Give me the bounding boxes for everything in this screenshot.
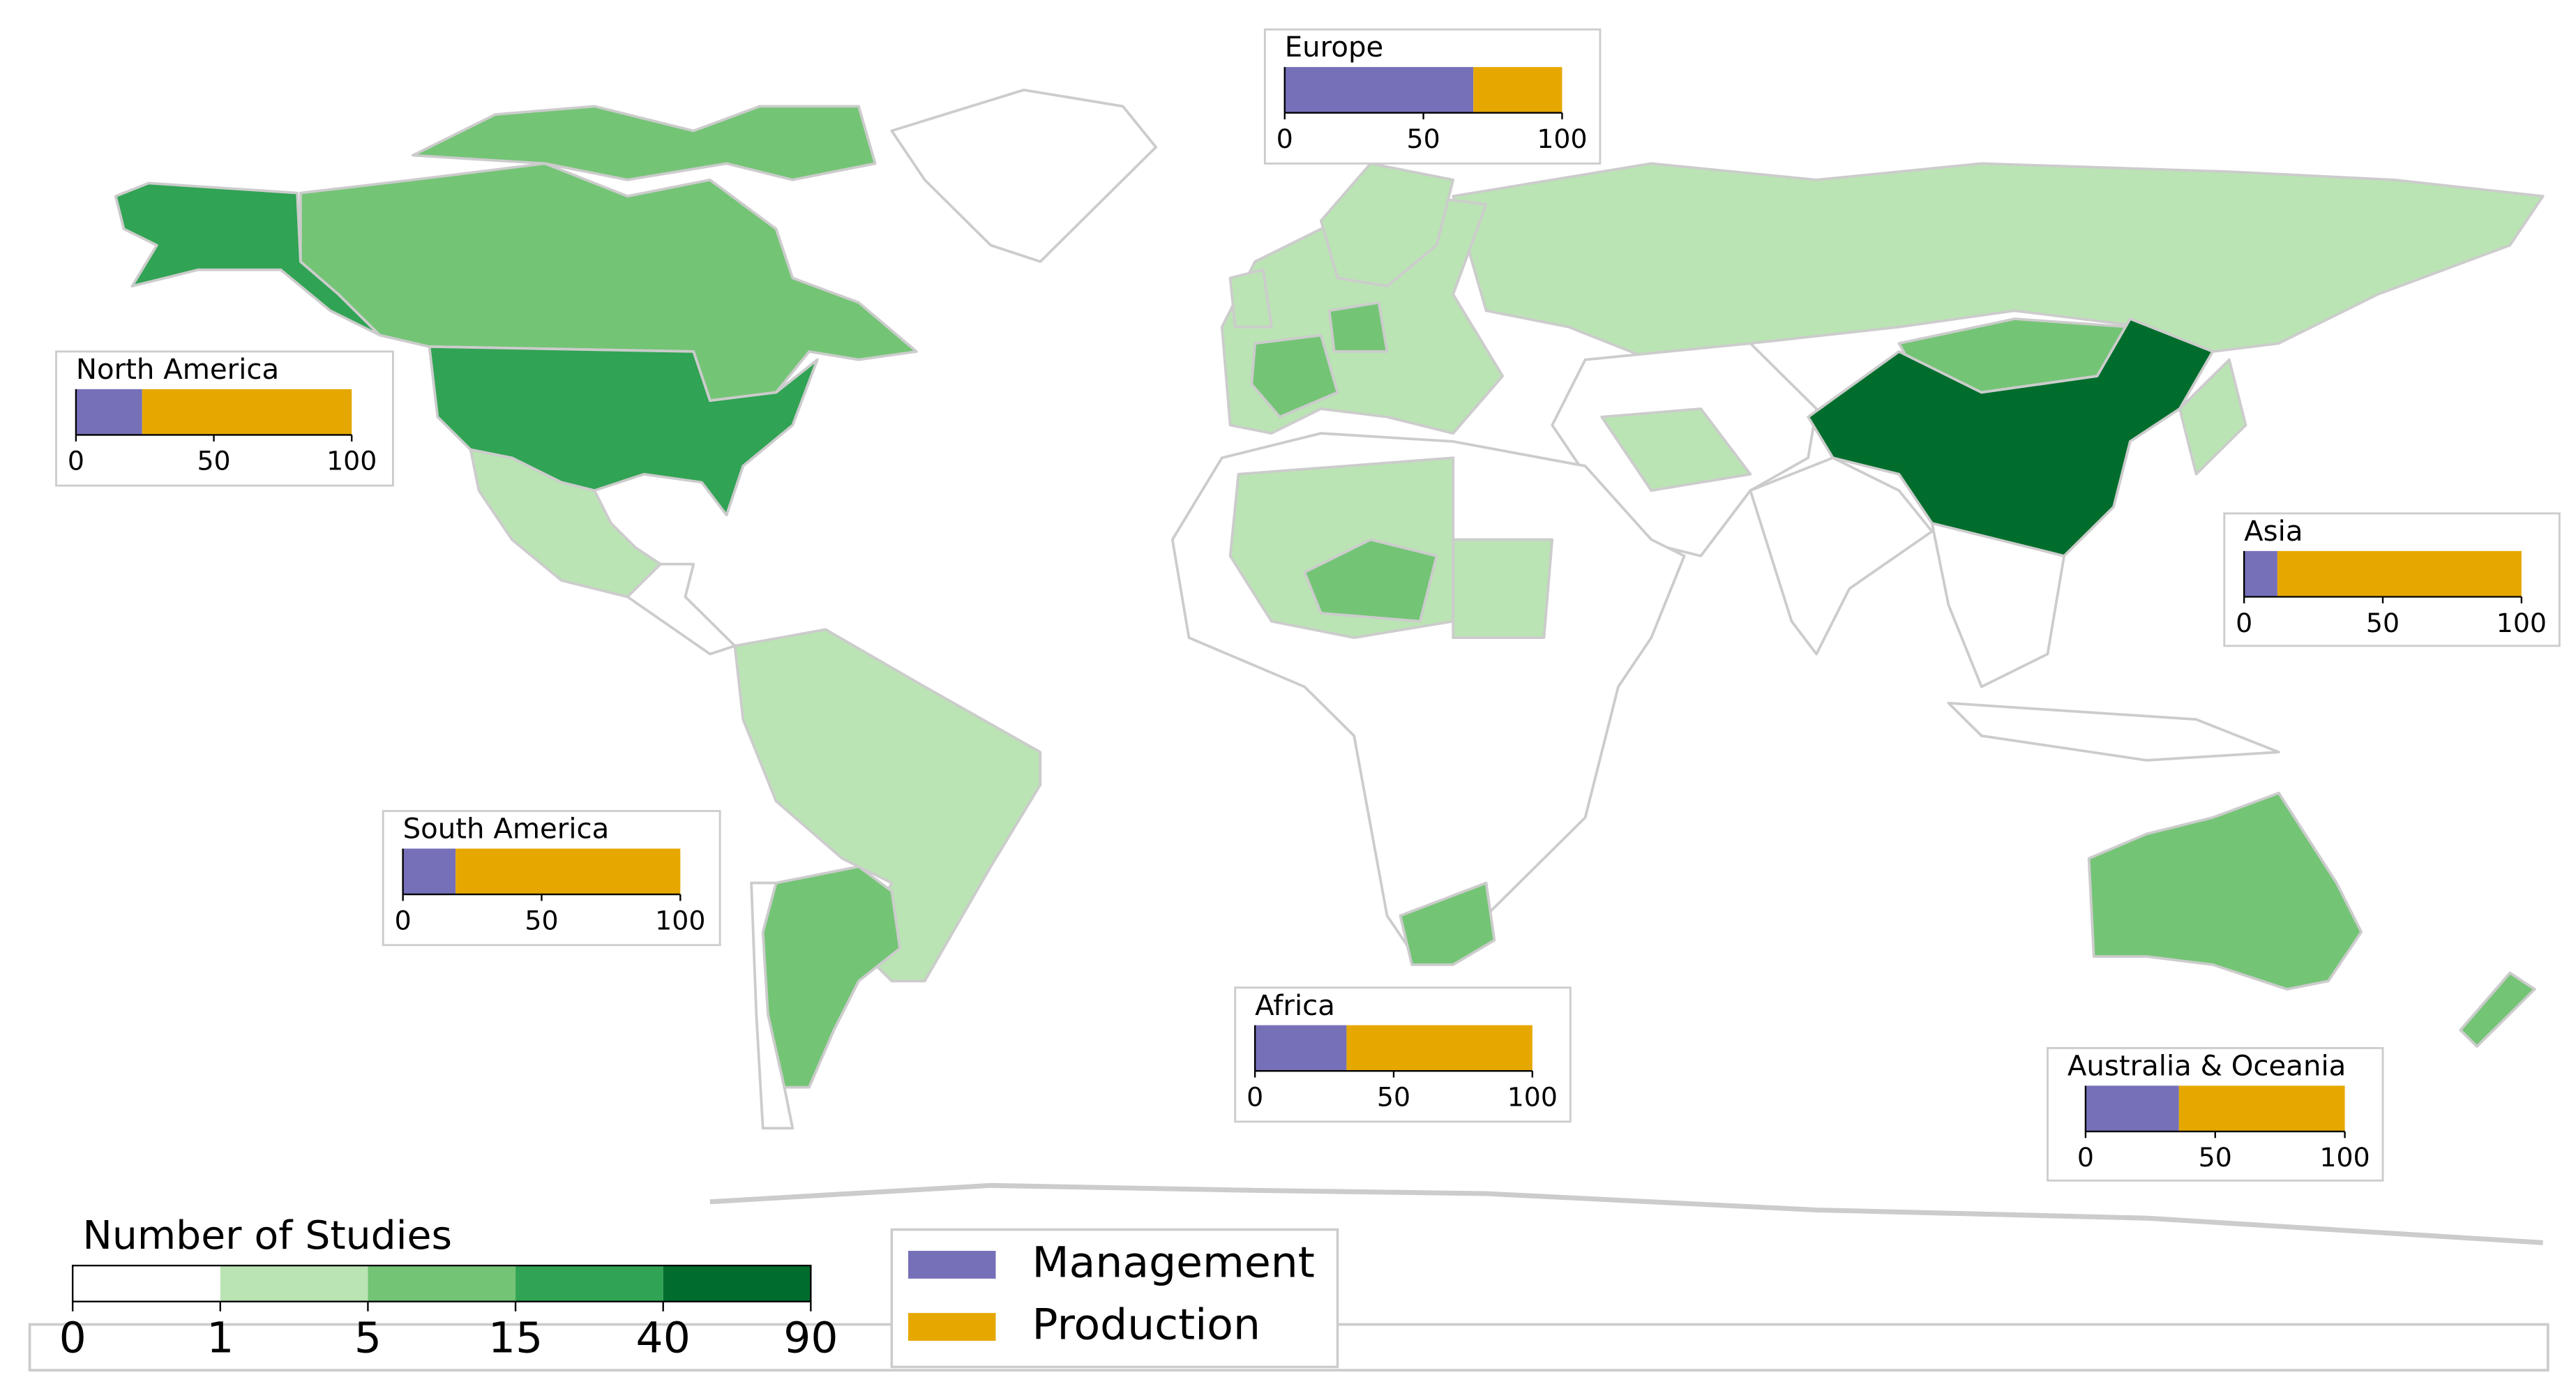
- bar-segment: [1346, 1025, 1532, 1072]
- colorbar-outline: [71, 1264, 812, 1302]
- x-tick-label: 50: [2199, 1142, 2232, 1173]
- greenland: [890, 89, 1158, 263]
- colorbar-segment: [368, 1265, 516, 1302]
- central-america: [626, 562, 737, 656]
- inset-title: Africa: [1255, 990, 1335, 1022]
- sudan: [1452, 538, 1554, 639]
- inset-title: North America: [76, 354, 279, 386]
- x-tick-label: 0: [1246, 1082, 1263, 1113]
- x-tick-label: 50: [197, 446, 230, 476]
- x-tick-label: 50: [2366, 608, 2400, 638]
- bar-segment: [402, 848, 456, 895]
- new-zealand: [2459, 971, 2536, 1048]
- legend-swatch: [908, 1313, 996, 1341]
- x-tick-label: 0: [1276, 123, 1293, 154]
- inset-title: Europe: [1285, 31, 1383, 63]
- iran: [1600, 407, 1752, 493]
- antarctica: [709, 1182, 2543, 1245]
- x-tick-label: 0: [68, 446, 84, 476]
- legend-label: Production: [1032, 1300, 1260, 1350]
- australia: [2087, 791, 2363, 991]
- inset-chart: Europe 0 50 100: [1263, 28, 1602, 165]
- bar-segment: [75, 389, 142, 435]
- colorbar-tick-label: 1: [206, 1314, 234, 1363]
- colorbar-tick-label: 0: [59, 1314, 86, 1363]
- bar-segment: [1255, 1025, 1347, 1072]
- x-tick-label: 50: [1407, 123, 1440, 154]
- x-tick-label: 100: [655, 905, 705, 936]
- x-tick-label: 0: [2077, 1142, 2094, 1173]
- south-america-north: [733, 628, 1042, 983]
- bar-segment: [2277, 550, 2522, 597]
- inset-chart: Australia & Oceania 0 50 100: [2047, 1047, 2384, 1182]
- bar-segment: [1473, 67, 1562, 113]
- bar-segment: [1284, 67, 1474, 113]
- legend-swatch: [908, 1251, 996, 1279]
- inset-chart: Africa 0 50 100: [1234, 986, 1572, 1123]
- colorbar-tick-label: 15: [488, 1314, 543, 1363]
- inset-chart: North America 0 50 100: [55, 350, 394, 487]
- alaska: [114, 181, 382, 337]
- colorbar-tick-label: 90: [783, 1314, 838, 1363]
- x-tick-label: 100: [2319, 1142, 2370, 1173]
- arctic-islands: [411, 105, 877, 181]
- x-tick-label: 100: [326, 446, 377, 476]
- inset-title: South America: [403, 813, 610, 845]
- uk: [1228, 268, 1273, 329]
- bar-segment: [455, 848, 681, 895]
- colorbar: Number of Studies 0 1 5 15 40 90: [59, 1213, 838, 1362]
- france: [1250, 333, 1339, 419]
- x-tick-label: 0: [2236, 608, 2252, 638]
- south-africa: [1399, 881, 1496, 966]
- canada: [299, 162, 918, 403]
- colorbar-tick-label: 5: [354, 1314, 382, 1363]
- niger: [1303, 538, 1438, 623]
- x-tick-label: 100: [2496, 608, 2547, 638]
- world-map: [28, 89, 2549, 1372]
- x-tick-label: 100: [1507, 1082, 1558, 1113]
- bar-segment: [2178, 1085, 2345, 1132]
- mexico: [469, 448, 662, 599]
- colorbar-title: Number of Studies: [82, 1213, 452, 1258]
- x-tick-label: 0: [395, 905, 412, 936]
- argentina: [761, 865, 902, 1089]
- colorbar-segment: [73, 1265, 220, 1302]
- x-tick-label: 100: [1537, 123, 1587, 154]
- bar-segment: [142, 389, 352, 435]
- colorbar-segment: [515, 1265, 663, 1302]
- bar-segment: [2085, 1085, 2179, 1132]
- japan: [2178, 358, 2247, 476]
- legend: Management Production: [890, 1228, 1339, 1369]
- legend-label: Management: [1032, 1238, 1315, 1288]
- colorbar-segment: [220, 1265, 368, 1302]
- china: [1807, 317, 2215, 566]
- colorbar-segment: [663, 1265, 811, 1302]
- inset-charts: Europe 0 50 100 North America 0 50 100 Asia 0 50 10…: [55, 28, 2561, 1182]
- indonesia: [1947, 701, 2280, 762]
- colorbar-tick-label: 40: [636, 1314, 691, 1363]
- india: [1749, 456, 1934, 656]
- germany: [1327, 301, 1389, 353]
- inset-title: Asia: [2244, 516, 2303, 548]
- inset-chart: South America 0 50 100: [382, 810, 721, 947]
- x-tick-label: 50: [525, 905, 558, 936]
- inset-chart: Asia 0 50 100: [2223, 512, 2561, 647]
- bar-segment: [2244, 550, 2277, 597]
- x-tick-label: 50: [1377, 1082, 1410, 1113]
- inset-title: Australia & Oceania: [2067, 1051, 2346, 1083]
- southeast-asia: [1930, 522, 2066, 689]
